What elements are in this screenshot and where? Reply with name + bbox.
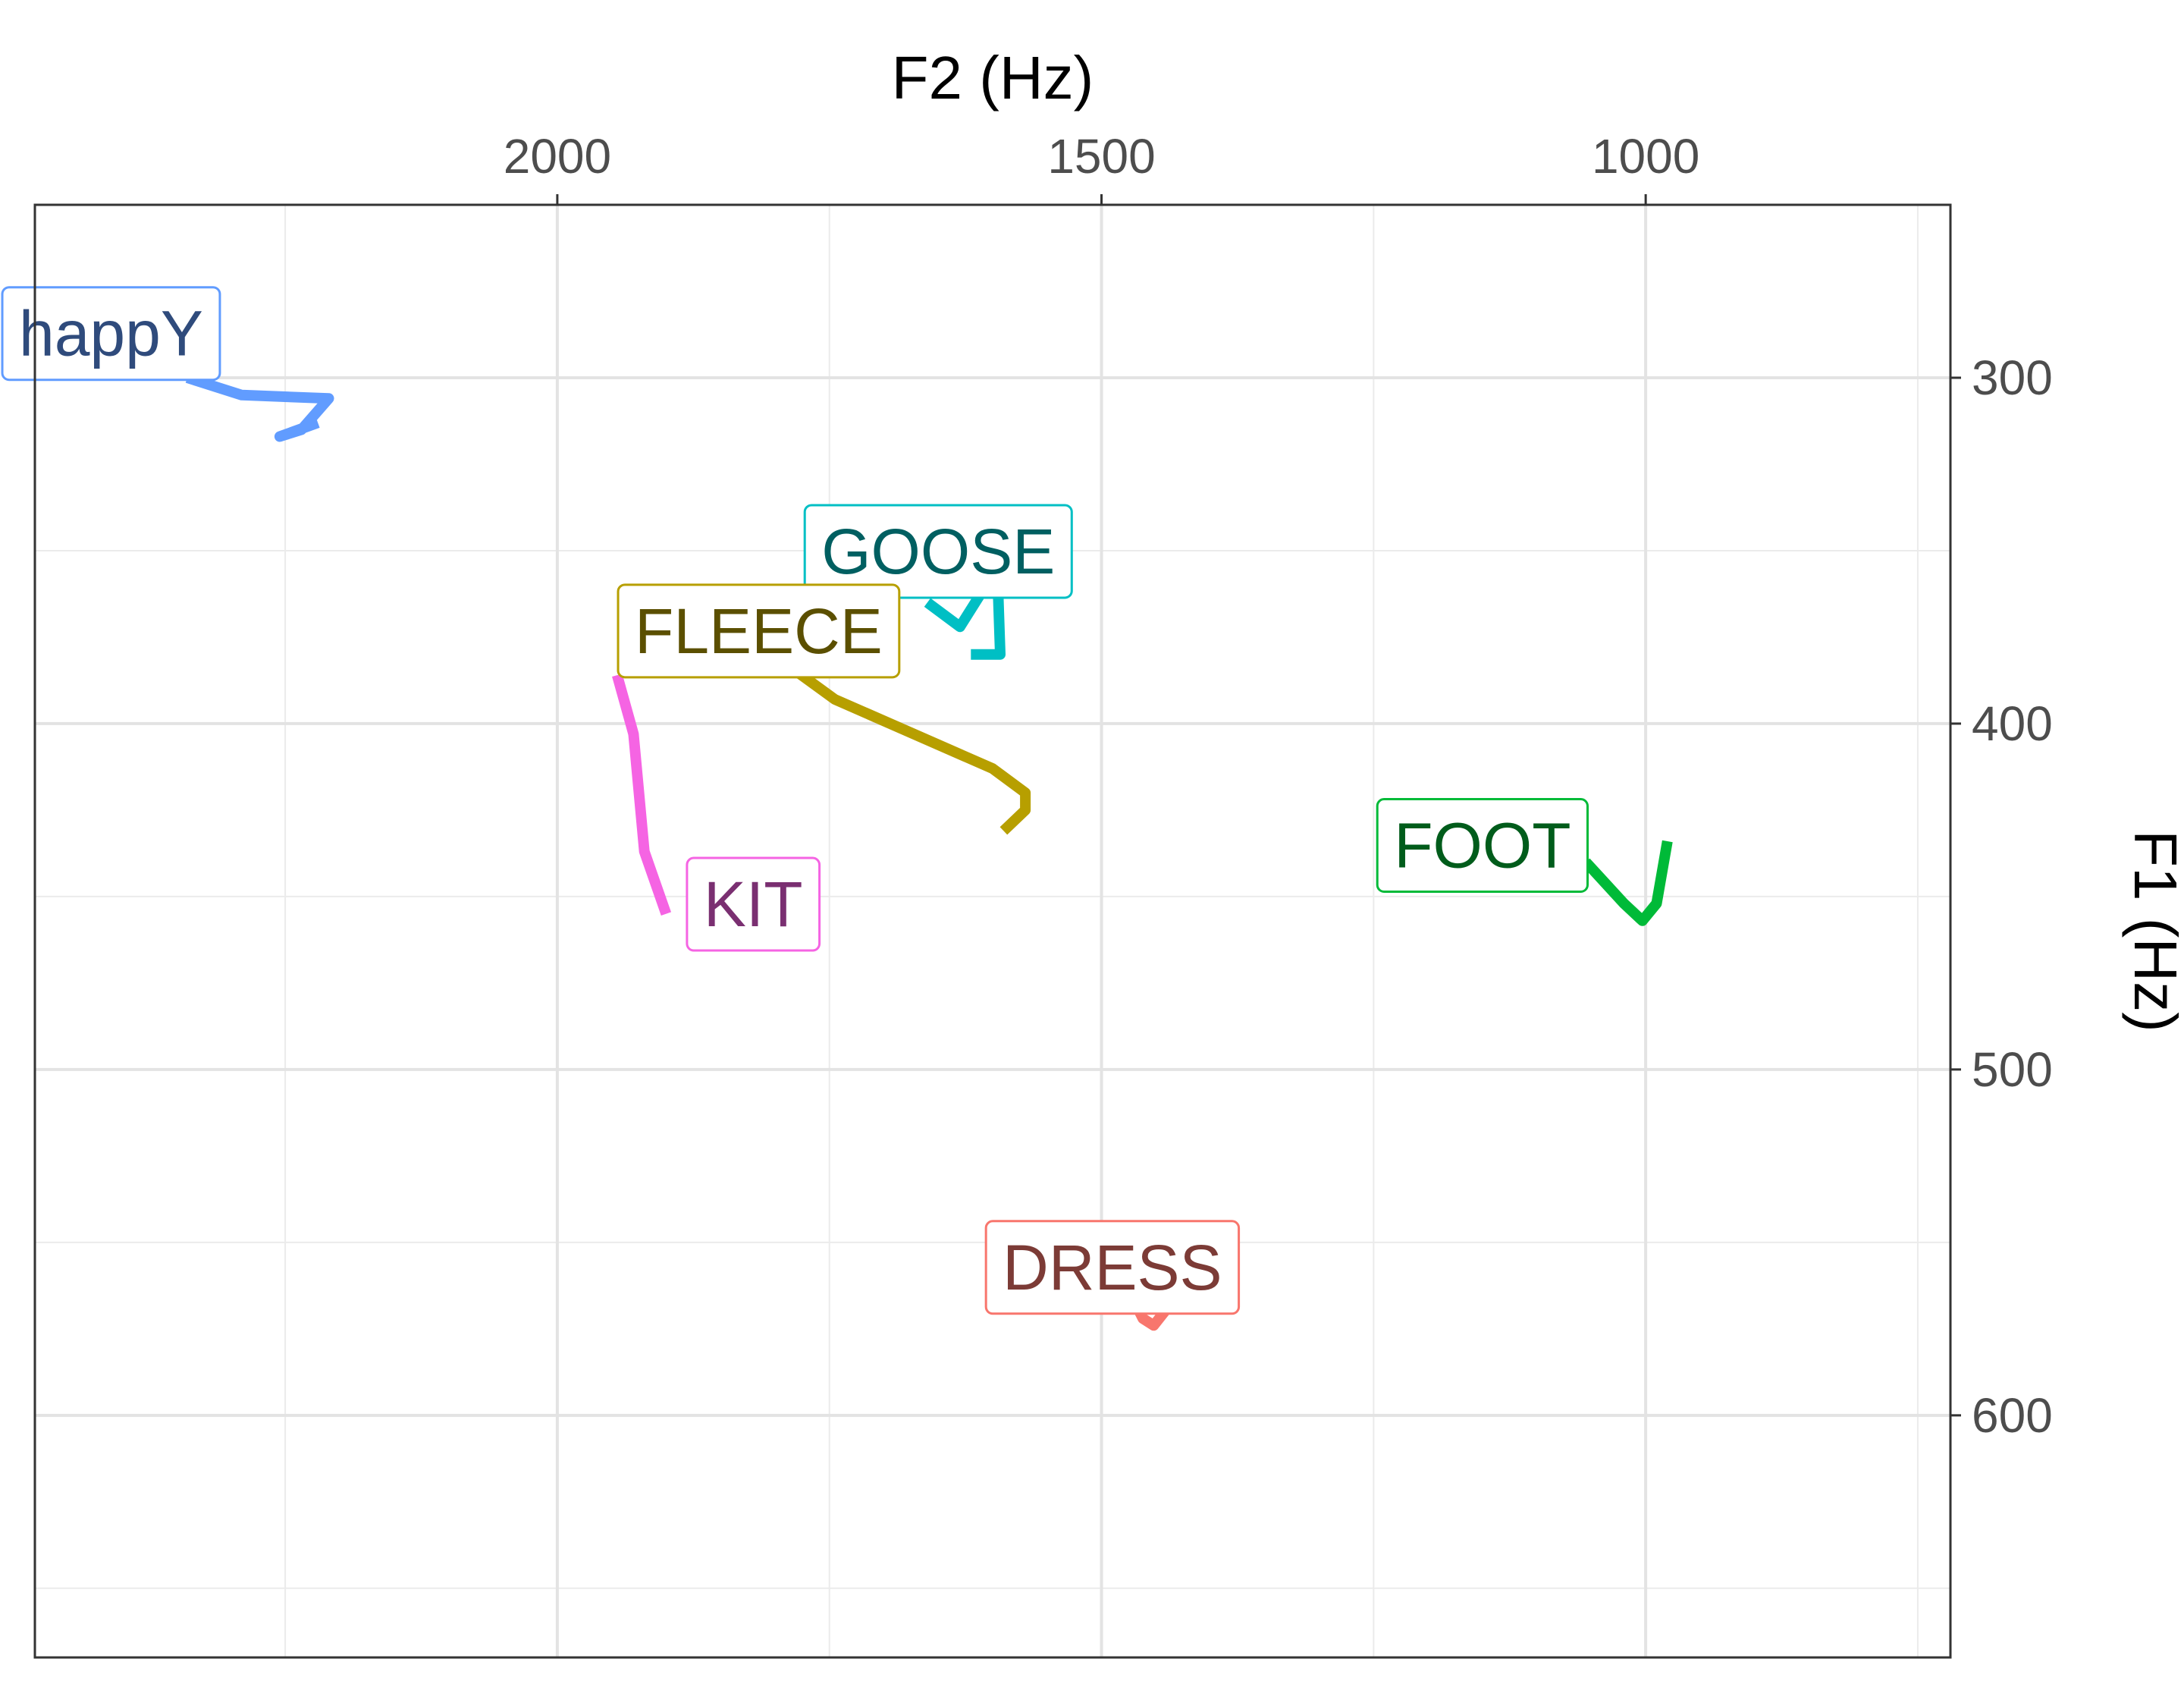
trajectory-kit [612, 674, 672, 916]
x-tick-label: 1500 [1047, 129, 1155, 184]
label-box-foot [1376, 798, 1589, 894]
label-text-kit: KIT [704, 869, 803, 940]
label-box-goose [803, 504, 1073, 599]
trajectory-foot [1582, 840, 1673, 926]
label-box-fleece [617, 583, 901, 679]
label-kit: KIT [686, 856, 821, 952]
label-text-goose: GOOSE [821, 516, 1055, 587]
grid-layer [35, 204, 1950, 1657]
y-tick-label: 500 [1972, 1042, 2053, 1097]
trajectory-goose [924, 586, 1006, 660]
label-text-dress: DRESS [1003, 1232, 1222, 1303]
label-text-foot: FOOT [1394, 810, 1571, 881]
y-tick-label: 600 [1972, 1388, 2053, 1443]
trajectory-happy [185, 372, 334, 442]
y-axis-title: F1 (Hz) [2122, 830, 2184, 1032]
y-tick-label: 300 [1972, 350, 2053, 405]
label-box-kit [686, 856, 821, 952]
label-fleece: FLEECE [617, 583, 901, 679]
label-goose: GOOSE [803, 504, 1073, 599]
vowel-label-layer: happY GOOSE FLEECE KIT FOOT DRESS [1, 286, 1589, 1315]
label-box-happy [1, 286, 221, 382]
tick-layer: 2000 1500 1000 300 400 500 600 [504, 129, 2053, 1443]
label-dress: DRESS [984, 1220, 1241, 1315]
label-text-fleece: FLEECE [635, 595, 883, 667]
label-box-dress [984, 1220, 1241, 1315]
label-happy: happY [1, 286, 221, 382]
x-axis-title: F2 (Hz) [892, 44, 1094, 112]
x-tick-label: 2000 [504, 129, 611, 184]
label-foot: FOOT [1376, 798, 1589, 894]
label-text-happy: happY [19, 298, 203, 369]
trajectory-fleece [793, 667, 1031, 835]
y-tick-label: 400 [1972, 696, 2053, 751]
panel-border [33, 203, 1952, 1659]
x-tick-label: 1000 [1592, 129, 1699, 184]
